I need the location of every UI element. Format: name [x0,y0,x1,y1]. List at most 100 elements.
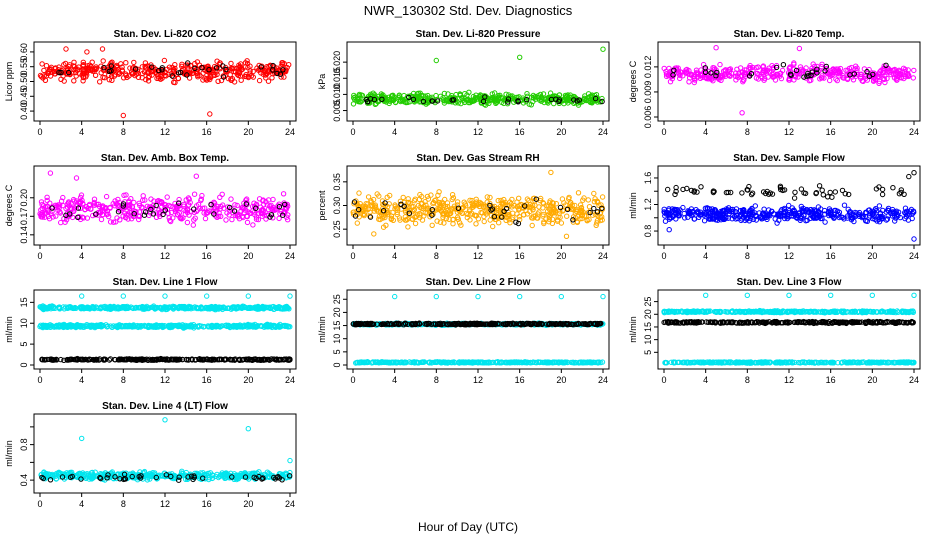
data-point [549,200,556,206]
data-point [471,202,477,209]
data-point [456,359,463,365]
data-point [253,323,259,329]
data-point [101,64,107,71]
data-point [218,356,225,363]
data-point [508,95,514,102]
data-point [373,359,379,366]
data-point [226,322,232,329]
data-point [511,359,517,366]
data-point [140,197,146,204]
x-tick-label: 4 [703,251,708,261]
data-point [911,170,917,176]
data-point [597,217,604,224]
data-point [766,207,772,213]
y-tick-label: 0.25 [332,220,342,238]
data-point [75,356,81,363]
data-point [498,197,504,204]
data-point [544,99,550,105]
data-point [584,97,590,103]
data-point [145,70,151,76]
data-point [439,199,445,206]
data-point [249,356,255,363]
data-point [200,70,206,76]
data-point [141,212,148,218]
data-point [831,207,838,214]
data-point [225,305,232,311]
data-point [39,214,46,220]
data-point [250,222,256,228]
data-point [162,357,169,363]
data-point [231,65,237,71]
x-tick-label: 12 [473,127,483,137]
data-point [836,214,842,221]
data-point [788,72,794,78]
data-point [773,62,780,69]
data-point [859,214,865,221]
data-point [125,323,131,329]
data-point [418,98,424,105]
data-point [241,209,247,216]
data-point [131,199,137,206]
data-point [492,90,498,96]
data-point [672,191,678,198]
data-point [181,203,187,209]
data-point [592,196,598,202]
panel-title: Stan. Dev. Sample Flow [733,153,845,164]
data-point [285,305,291,311]
data-point [274,70,280,77]
data-point [444,96,450,102]
data-point [451,359,457,365]
data-point [246,356,252,362]
data-point [257,204,264,210]
x-tick-label: 0 [37,127,42,137]
data-point [800,67,806,74]
data-point [459,95,465,102]
data-point [244,213,250,219]
data-point [684,185,690,192]
data-point [597,214,603,221]
data-point [42,357,48,363]
data-point [68,322,74,329]
data-point [526,197,532,204]
data-point [350,101,357,107]
data-point [220,74,227,80]
data-point [564,359,571,366]
data-point [577,202,584,208]
data-point [370,203,376,210]
y-tick-label: 0.45 [19,88,29,106]
data-point [396,92,402,98]
data-point [675,65,681,71]
data-point [900,65,907,72]
data-point [44,70,51,77]
data-point [440,210,446,217]
figure-title: NWR_130302 Std. Dev. Diagnostics [364,3,573,18]
data-point [106,357,113,363]
data-point [599,98,605,105]
data-point [201,210,207,216]
points-layer [350,293,606,366]
data-point [218,213,224,220]
data-point [901,75,907,82]
data-point [172,200,178,207]
data-point [410,90,417,97]
data-point [686,210,693,217]
data-point [596,359,602,366]
data-point [786,202,792,209]
data-point [217,60,223,66]
data-point [90,212,96,219]
data-point [270,196,276,203]
data-point [104,211,110,218]
data-point [562,97,568,103]
data-point [134,356,140,363]
data-point [828,68,834,74]
data-point [911,67,917,74]
data-point [902,68,908,75]
x-tick-label: 8 [745,127,750,137]
data-point [490,223,496,230]
data-point [884,75,890,82]
x-tick-label: 24 [598,375,608,385]
data-point [208,356,214,363]
panel-title: Stan. Dev. Gas Stream RH [416,153,539,164]
data-point [132,305,139,311]
